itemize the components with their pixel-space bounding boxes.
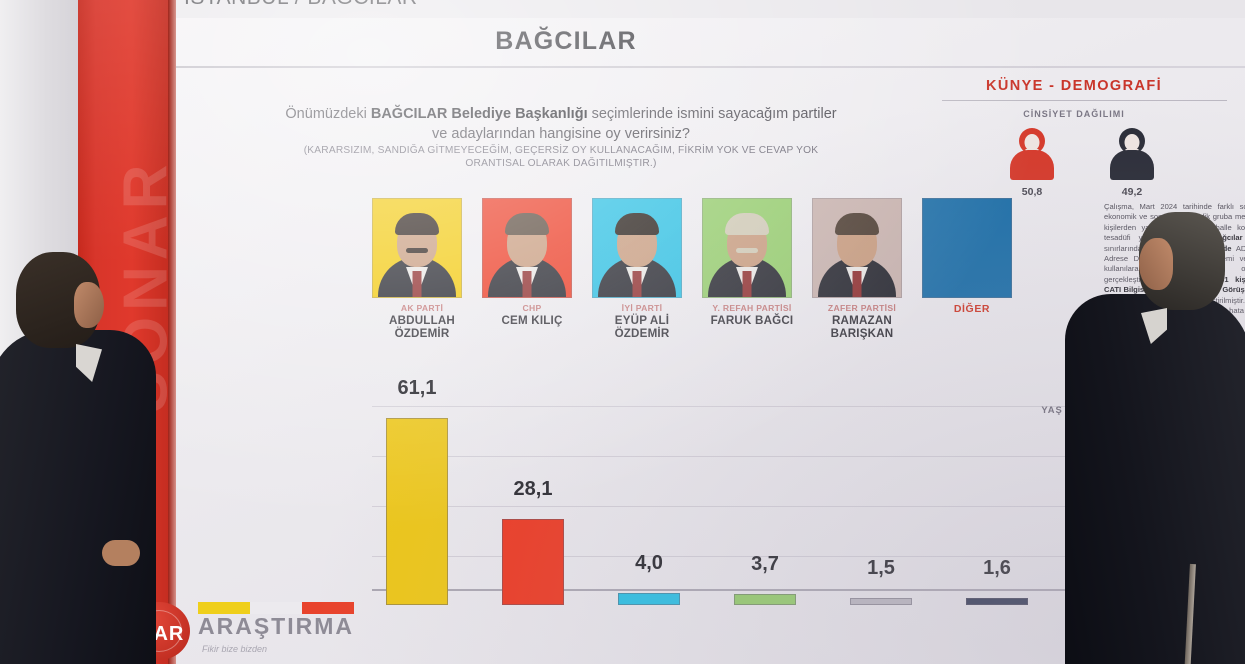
gender-section-title: CİNSİYET DAĞILIMI	[1023, 109, 1125, 119]
logo-tagline: Fikir bize bizden	[202, 644, 268, 654]
chart-bar-group: 61,1	[372, 368, 488, 605]
photo-tie	[632, 271, 642, 297]
candidate-photo	[702, 198, 792, 298]
chart-bar	[850, 598, 912, 605]
gender-distribution: 50,8 49,2	[1002, 126, 1162, 198]
bar-value-label: 61,1	[397, 377, 437, 399]
candidate-party: AK PARTİ	[400, 303, 444, 313]
gender-item: 49,2	[1102, 126, 1162, 198]
right-person-face	[1139, 238, 1173, 290]
question-line-2: ve adaylarından hangisine oy verirsiniz?	[432, 126, 690, 142]
candidate-photo	[812, 198, 902, 298]
question-line-1: Önümüzdeki BAĞCILAR Belediye Başkanlığı …	[196, 104, 926, 124]
bar-value-label: 28,1	[513, 478, 553, 500]
question-line1-pre: Önümüzdeki	[285, 106, 371, 122]
question-note-2: ORANTISAL OLARAK DAĞITILMIŞTIR.)	[465, 158, 657, 169]
candidate-name: ABDULLAH ÖZDEMİR	[389, 314, 455, 340]
breadcrumb: İSTANBUL / BAĞCILAR	[184, 0, 418, 10]
candidate-card: Y. REFAH PARTİSİ FARUK BAĞCI	[702, 198, 802, 340]
chart-bar-group: 28,1	[488, 368, 604, 605]
gender-value: 49,2	[1121, 186, 1143, 198]
photo-hair	[615, 213, 659, 235]
chart-bar	[734, 594, 796, 605]
chart-bar-group: 3,7	[720, 368, 836, 605]
left-person-face	[74, 282, 104, 328]
candidate-party: ZAFER PARTİSİ	[827, 303, 897, 313]
photo-hair	[505, 213, 549, 235]
photo-hair	[395, 213, 439, 235]
left-person-torso	[0, 330, 156, 664]
candidate-name: EYÜP ALİ ÖZDEMİR	[614, 314, 670, 340]
person-foreground-left	[0, 252, 160, 664]
candidate-name: CEM KILIÇ	[501, 314, 563, 327]
pillar-edge-strip	[168, 0, 177, 664]
candidate-party: CHP	[522, 303, 542, 313]
company-logo: NAR ARAŞTIRMA Fikir bize bizden	[128, 600, 358, 660]
right-person-torso	[1065, 294, 1245, 664]
candidate-photo	[592, 198, 682, 298]
candidate-card: İYİ PARTİ EYÜP ALİ ÖZDEMİR	[592, 198, 692, 340]
chart-bar	[502, 519, 564, 605]
candidate-photo	[372, 198, 462, 298]
person-foreground-right	[1061, 212, 1245, 664]
chart-bar	[618, 593, 680, 605]
bar-value-label: 3,7	[751, 553, 779, 575]
gender-body	[1010, 150, 1054, 180]
photo-hair	[725, 213, 769, 235]
photo-tie	[522, 271, 532, 297]
panel-title: KÜNYE - DEMOGRAFİ	[985, 78, 1163, 94]
candidate-card: CHP CEM KILIÇ	[482, 198, 582, 340]
photo-tie	[852, 271, 862, 297]
candidate-party: İYİ PARTİ	[621, 303, 663, 313]
question-line1-post: seçimlerinde ismini sayacağım partiler	[587, 106, 837, 122]
photo-tie	[742, 271, 752, 297]
photo-mustache	[736, 248, 758, 253]
survey-question: Önümüzdeki BAĞCILAR Belediye Başkanlığı …	[196, 104, 926, 170]
candidate-card: ZAFER PARTİSİ RAMAZAN BARIŞKAN	[812, 198, 912, 340]
photo-mustache	[406, 248, 428, 253]
candidate-name: RAMAZAN BARIŞKAN	[830, 314, 894, 340]
question-note-1: (KARARSIZIM, SANDIĞA GİTMEYECEĞİM, GEÇER…	[303, 145, 819, 156]
photo-hair	[835, 213, 879, 235]
candidate-party: Y. REFAH PARTİSİ	[712, 303, 792, 313]
bar-value-label: 1,5	[867, 557, 895, 579]
photo-tie	[412, 271, 422, 297]
logo-main-word: ARAŞTIRMA	[198, 613, 354, 639]
bar-value-label: 4,0	[635, 552, 663, 574]
page-title: BAĞCILAR	[495, 27, 637, 55]
chart-bar	[386, 418, 448, 605]
left-person-hand	[102, 540, 140, 566]
panel-divider	[942, 100, 1227, 101]
gender-value: 50,8	[1021, 186, 1043, 198]
gender-body	[1110, 150, 1154, 180]
male-icon	[1102, 126, 1162, 184]
candidate-card: AK PARTİ ABDULLAH ÖZDEMİR	[372, 198, 472, 340]
gender-item: 50,8	[1002, 126, 1062, 198]
question-line1-bold: BAĞCILAR Belediye Başkanlığı	[370, 106, 588, 122]
candidate-photo	[482, 198, 572, 298]
chart-bar-group: 4,0	[604, 368, 720, 605]
female-icon	[1002, 126, 1062, 184]
candidate-name: FARUK BAĞCI	[710, 314, 794, 327]
